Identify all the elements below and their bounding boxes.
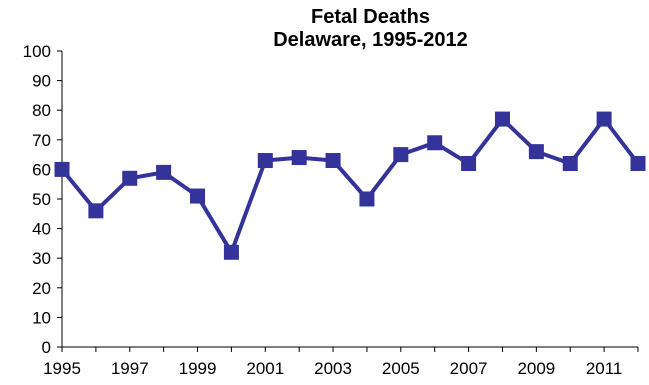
series-line: [60, 117, 640, 255]
y-tick-label: 30: [32, 249, 51, 268]
data-point: [393, 147, 409, 163]
data-point: [596, 111, 612, 127]
x-tick-label: 2007: [450, 359, 488, 378]
y-tick-label: 40: [32, 220, 51, 239]
x-tick-label: 2005: [382, 359, 420, 378]
data-point: [88, 203, 104, 219]
chart-subtitle: Delaware, 1995-2012: [273, 29, 468, 51]
y-tick-label: 70: [32, 131, 51, 150]
data-point: [528, 144, 544, 160]
data-point: [122, 170, 138, 186]
axes: 0 10 20 30 40 50 60 70 80 90 100 1995 1997 1999 2001 20…: [23, 42, 639, 378]
x-tick-label: 2011: [586, 359, 623, 378]
x-tick-label: 1999: [179, 359, 217, 378]
y-tick-label: 0: [42, 338, 51, 357]
data-point: [359, 191, 375, 207]
data-point: [257, 153, 273, 169]
chart-title: Fetal Deaths: [311, 6, 430, 28]
data-point: [156, 164, 172, 180]
series-layer: [54, 111, 646, 260]
x-tick-label: 1995: [43, 359, 81, 378]
data-point: [325, 153, 341, 169]
data-point: [630, 155, 646, 171]
data-point: [223, 244, 239, 260]
x-tick-label: 2001: [246, 359, 284, 378]
data-point: [54, 161, 70, 177]
data-point: [461, 155, 477, 171]
x-tick-label: 1997: [111, 359, 149, 378]
data-point: [562, 155, 578, 171]
data-point: [190, 188, 206, 204]
y-tick-label: 10: [32, 308, 51, 327]
data-point: [494, 111, 510, 127]
y-tick-label: 90: [32, 72, 51, 91]
x-tick-label: 2009: [517, 359, 555, 378]
y-tick-label: 100: [23, 42, 51, 61]
y-tick-label: 20: [32, 279, 51, 298]
y-tick-label: 50: [32, 190, 51, 209]
y-tick-label: 60: [32, 160, 51, 179]
data-point: [291, 150, 307, 166]
x-tick-label: 2003: [314, 359, 352, 378]
y-tick-label: 80: [32, 101, 51, 120]
data-point: [427, 135, 443, 151]
